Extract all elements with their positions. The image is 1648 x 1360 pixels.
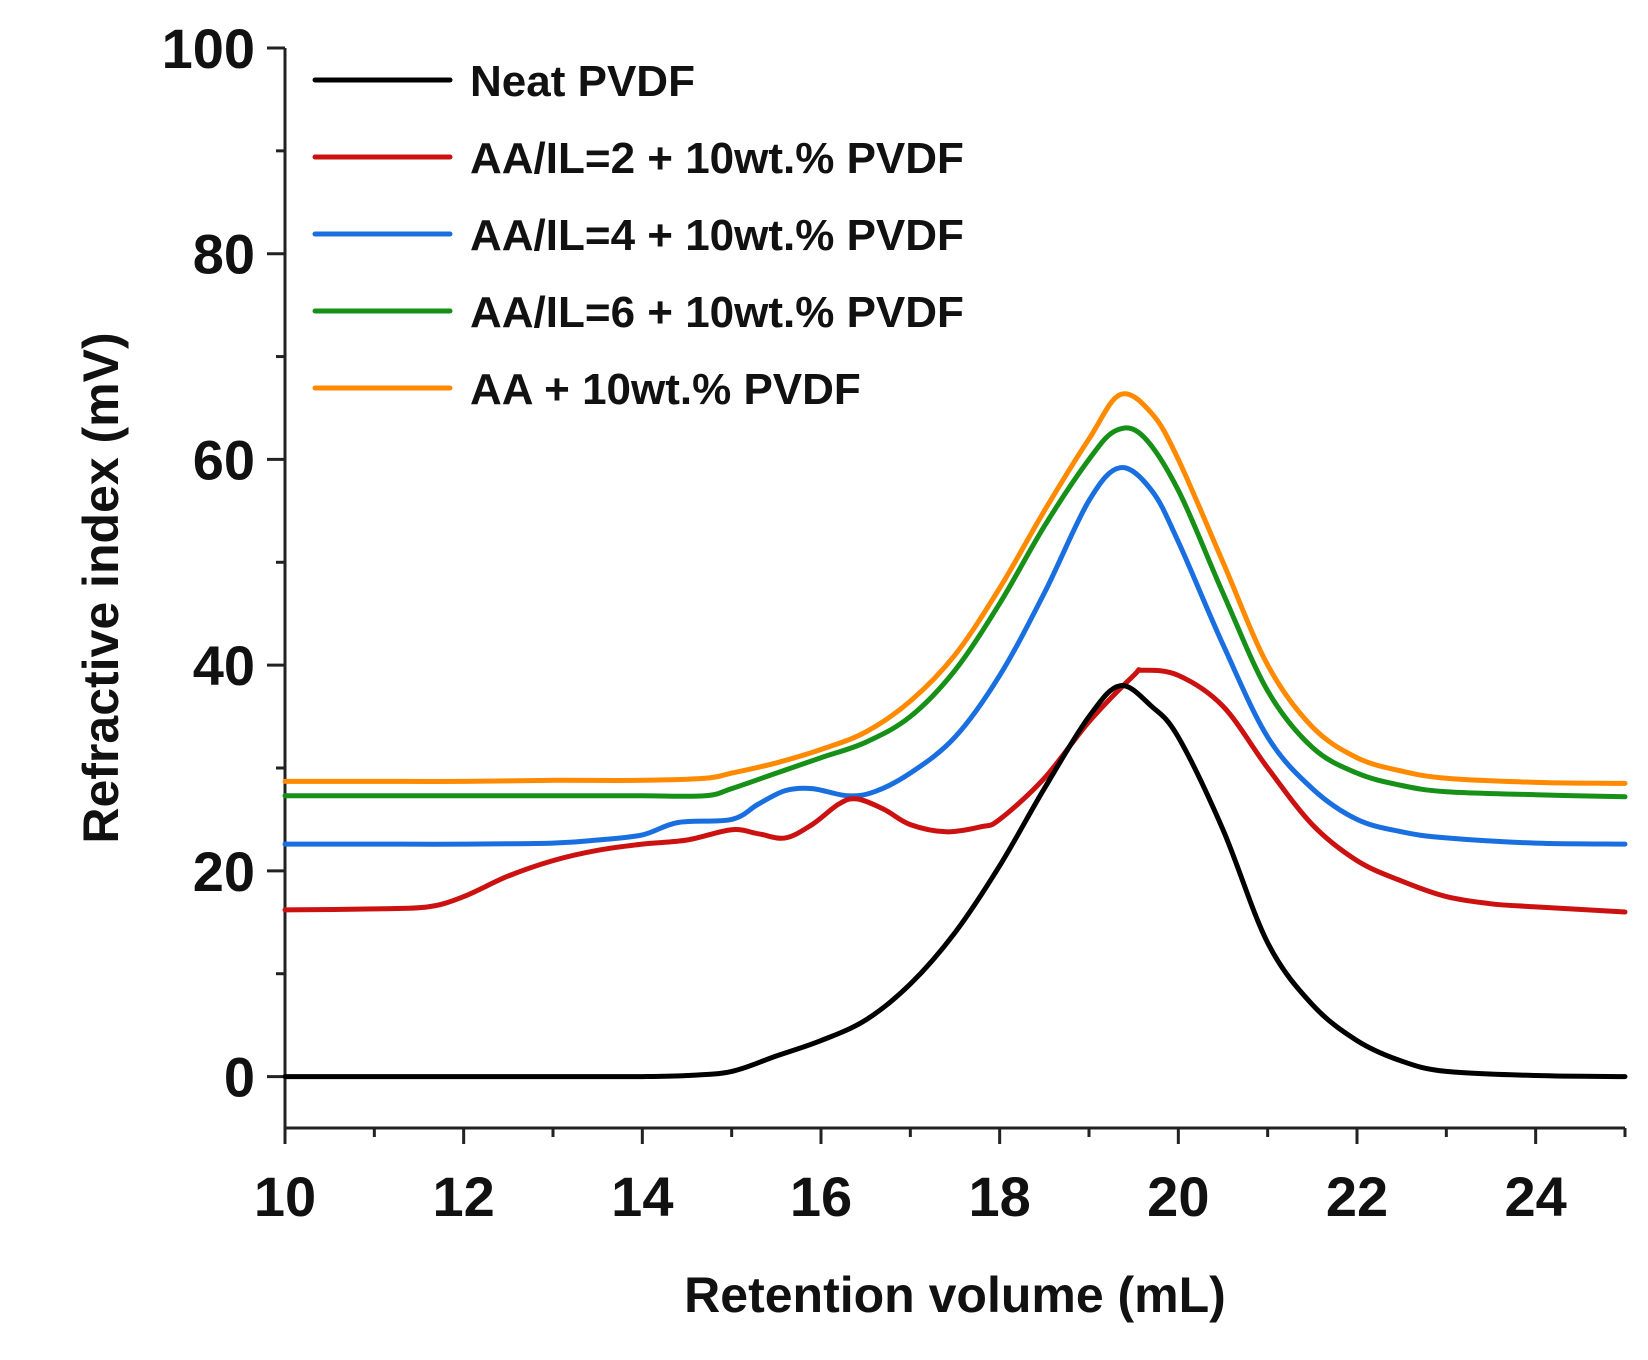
y-tick-label-80: 80: [193, 223, 255, 286]
series-group: [282, 391, 1628, 1080]
x-tick-label-18: 18: [969, 1165, 1031, 1228]
series-line-1: [282, 667, 1628, 915]
x-tick-label-14: 14: [611, 1165, 673, 1228]
x-tick-label-16: 16: [790, 1165, 852, 1228]
axes: 10 12 14 16 18 20 22 24 0 20 40 60 80 100: [162, 17, 1627, 1228]
series-line-3: [282, 425, 1628, 800]
y-tick-label-60: 60: [193, 428, 255, 491]
legend-label-4: AA + 10wt.% PVDF: [470, 365, 861, 414]
x-tick-label-20: 20: [1147, 1165, 1209, 1228]
legend-label-2: AA/IL=4 + 10wt.% PVDF: [470, 211, 964, 260]
x-axis-title: Retention volume (mL): [684, 1267, 1226, 1323]
x-tick-label-10: 10: [254, 1165, 316, 1228]
x-tick-label-22: 22: [1326, 1165, 1388, 1228]
y-tick-label-0: 0: [224, 1046, 255, 1109]
legend-label-0: Neat PVDF: [470, 57, 695, 106]
y-axis-title: Refractive index (mV): [73, 332, 129, 843]
series-line-2: [282, 465, 1628, 847]
x-tick-label-24: 24: [1505, 1165, 1567, 1228]
legend-label-3: AA/IL=6 + 10wt.% PVDF: [470, 288, 964, 337]
legend: Neat PVDF AA/IL=2 + 10wt.% PVDF AA/IL=4 + …: [312, 57, 964, 414]
legend-label-1: AA/IL=2 + 10wt.% PVDF: [470, 134, 964, 183]
x-ticks: 10 12 14 16 18 20 22 24: [254, 1128, 1627, 1228]
series-line-0: [282, 683, 1628, 1080]
y-tick-label-100: 100: [162, 17, 255, 80]
x-tick-label-12: 12: [433, 1165, 495, 1228]
y-tick-label-20: 20: [193, 840, 255, 903]
y-ticks: 0 20 40 60 80 100: [162, 17, 285, 1109]
series-line-4: [282, 391, 1628, 786]
y-tick-label-40: 40: [193, 634, 255, 697]
